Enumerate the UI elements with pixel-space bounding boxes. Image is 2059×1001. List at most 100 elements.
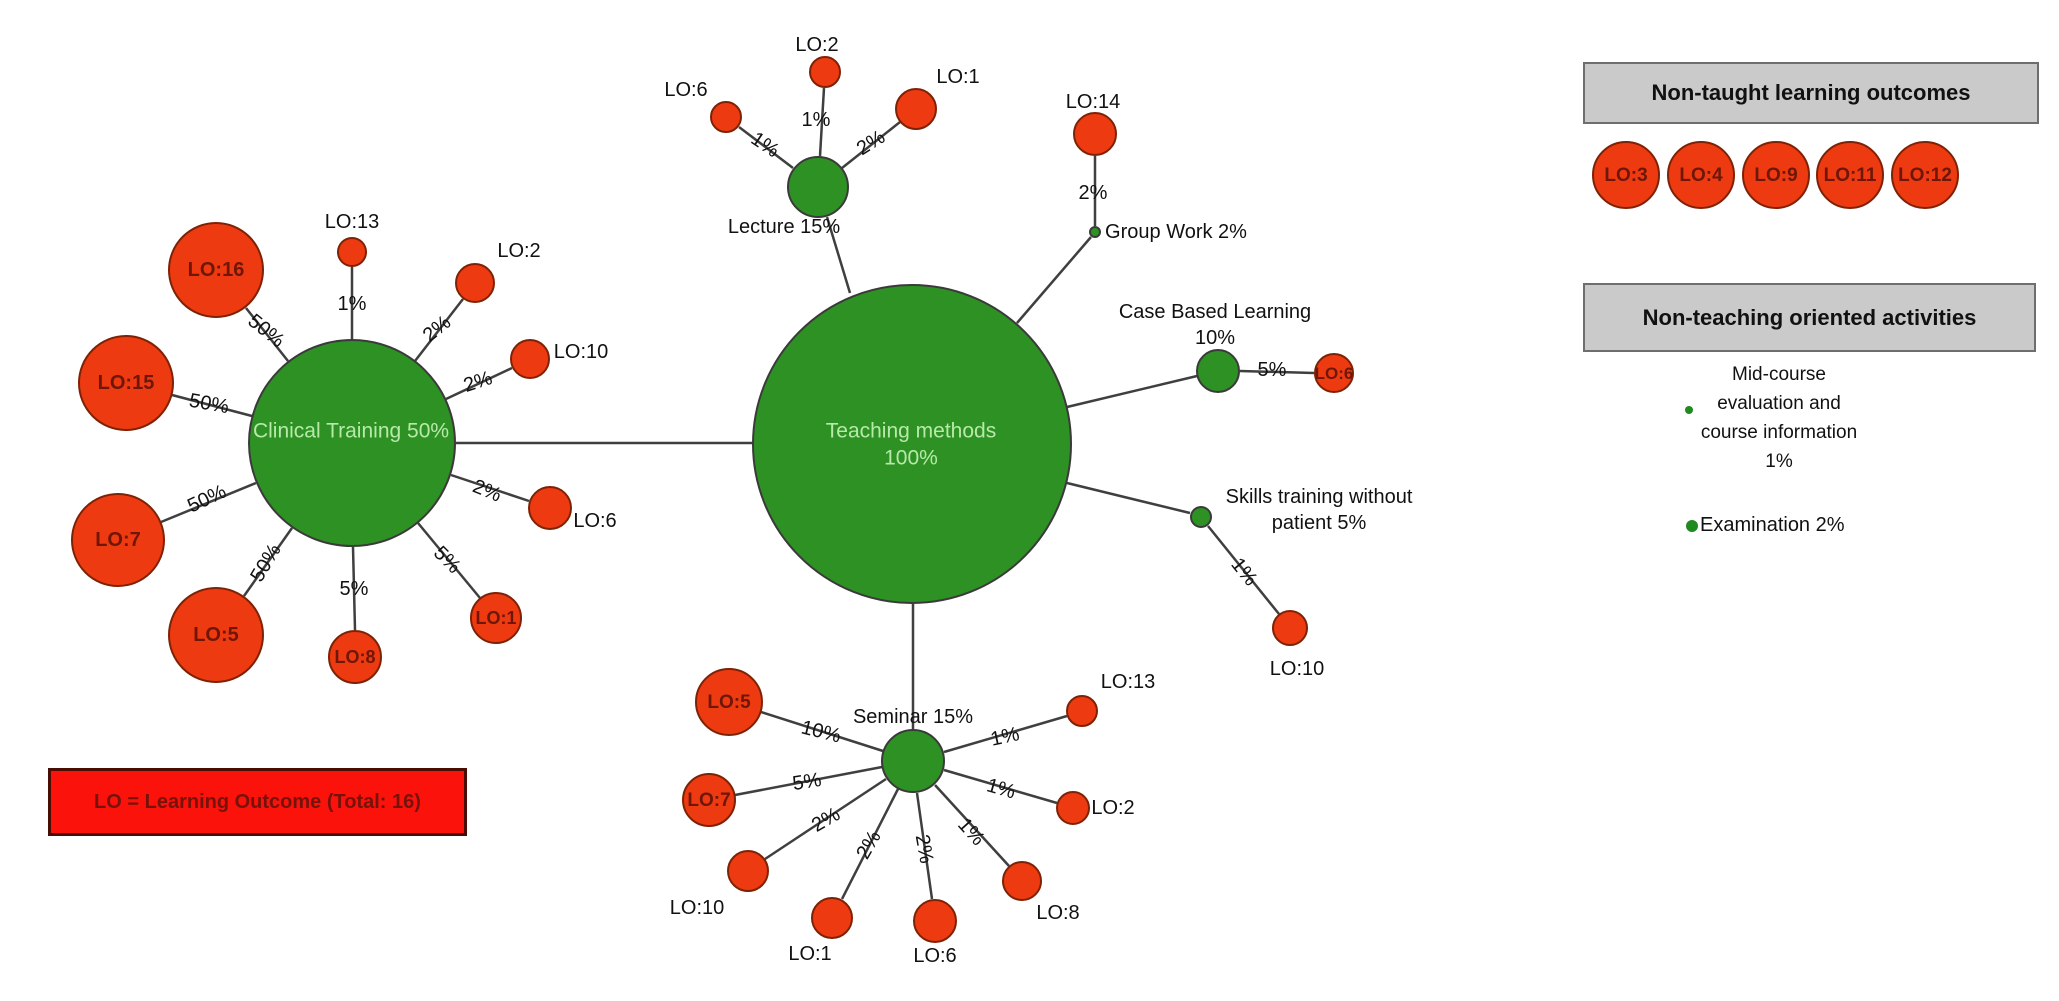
edge-line (1207, 525, 1280, 615)
edge-line (943, 768, 1058, 805)
node-seminar-lo6 (913, 899, 957, 943)
edge-line (1066, 374, 1198, 409)
edge-line (245, 307, 289, 362)
node-label-seminar-lo5: LO:5 (707, 691, 751, 713)
diagram-label: LO:14 (1065, 91, 1121, 113)
node-lecture-lo2 (809, 56, 841, 88)
node-clinical-lo1: LO:1 (470, 592, 522, 644)
node-label-legend-lo11: LO:11 (1823, 164, 1877, 186)
diagram-label: 5% (791, 768, 823, 796)
edge-line (242, 527, 294, 597)
diagram-label: LO:10 (669, 897, 725, 919)
diagram-label: LO:1 (788, 943, 832, 965)
node-seminar-lo5: LO:5 (695, 668, 763, 736)
node-label-legend-lo4: LO:4 (1679, 164, 1723, 186)
node-seminar (881, 729, 945, 793)
legend-item-midcourse: Mid-course evaluation and course informa… (1700, 364, 1858, 472)
node-legend-lo3: LO:3 (1592, 141, 1660, 209)
examination-dot-icon (1686, 520, 1698, 532)
diagram-label: 5% (339, 578, 369, 600)
edge-line (417, 522, 481, 599)
diagram-label: Case Based Learning 10% (1118, 301, 1312, 349)
edge-line (450, 473, 530, 503)
diagram-label: LO:2 (795, 34, 839, 56)
node-case-based-learning (1196, 349, 1240, 393)
edge-line (445, 366, 513, 401)
edge-line (414, 298, 464, 362)
diagram-label: LO:10 (1269, 658, 1325, 680)
node-label-clinical-lo16: LO:16 (187, 259, 245, 281)
edge-line (1239, 369, 1315, 375)
edge-line (738, 126, 794, 169)
node-clinical-lo8: LO:8 (328, 630, 382, 684)
legend-activities-title: Non-teaching oriented activities (1642, 304, 1977, 330)
diagram-label: Lecture 15% (727, 216, 841, 238)
diagram-label: LO:6 (664, 79, 708, 101)
footnote-text: LO = Learning Outcome (Total: 16) (94, 790, 421, 813)
diagram-label: LO:6 (573, 510, 617, 532)
edge-line (160, 481, 257, 524)
diagram-label: Seminar 15% (852, 706, 974, 728)
node-clinical-lo16: LO:16 (168, 222, 264, 318)
diagram-label: LO:2 (497, 240, 541, 262)
node-seminar-lo10 (727, 850, 769, 892)
node-clinical-lo5: LO:5 (168, 587, 264, 683)
diagram-label: Skills training without patient 5% (1225, 486, 1413, 534)
diagram-label: Group Work 2% (1105, 221, 1247, 243)
legend-non-taught-box: Non-taught learning outcomes (1583, 62, 2039, 124)
node-lecture-lo6 (710, 101, 742, 133)
node-label-clinical-lo7: LO:7 (95, 529, 141, 551)
node-legend-lo4: LO:4 (1667, 141, 1735, 209)
node-clinical-lo15: LO:15 (78, 335, 174, 431)
edge-line (841, 121, 901, 169)
edge-line (840, 788, 900, 900)
diagram-label: LO:8 (1036, 902, 1080, 924)
diagram-label: LO:10 (553, 341, 609, 363)
diagram-label: 5% (1257, 359, 1287, 381)
diagram-label: 1% (801, 109, 831, 131)
legend-non-taught-title: Non-taught learning outcomes (1651, 80, 1971, 105)
node-seminar-lo7: LO:7 (682, 773, 736, 827)
node-lecture (787, 156, 849, 218)
diagram-label: Teaching methods 100% (825, 419, 997, 470)
diagram-label: 2% (1078, 182, 1108, 204)
node-skills-lo10 (1272, 610, 1308, 646)
node-clinical-lo7: LO:7 (71, 493, 165, 587)
node-lecture-lo1 (895, 88, 937, 130)
node-clinical-lo13 (337, 237, 367, 267)
node-label-legend-lo12: LO:12 (1898, 164, 1952, 186)
node-label-seminar-lo7: LO:7 (687, 789, 731, 811)
edge-line (818, 87, 826, 157)
node-case-lo6: LO:6 (1314, 353, 1354, 393)
node-clinical-lo2 (455, 263, 495, 303)
diagram-label: LO:6 (913, 945, 957, 967)
node-seminar-lo2 (1056, 791, 1090, 825)
edge-line (1066, 481, 1191, 515)
diagram-label: LO:13 (324, 211, 380, 233)
node-label-clinical-lo1: LO:1 (475, 608, 517, 628)
node-label-legend-lo9: LO:9 (1754, 164, 1798, 186)
node-legend-lo12: LO:12 (1891, 141, 1959, 209)
diagram-label: LO:2 (1091, 797, 1135, 819)
node-teaching-methods (752, 284, 1072, 604)
edge-line (825, 216, 852, 294)
node-clinical-training (248, 339, 456, 547)
diagram-label: 2% (910, 832, 938, 866)
edge-line (760, 710, 884, 753)
diagram-label: 1% (337, 293, 367, 315)
edge-line (1016, 236, 1092, 324)
edge-line (171, 393, 253, 418)
midcourse-dot-icon (1685, 406, 1693, 414)
edge-line (734, 765, 883, 797)
node-clinical-lo10 (510, 339, 550, 379)
node-label-clinical-lo5: LO:5 (193, 624, 239, 646)
node-legend-lo11: LO:11 (1816, 141, 1884, 209)
diagram-label: LO:1 (936, 66, 980, 88)
node-label-case-lo6: LO:6 (1314, 363, 1354, 383)
node-label-clinical-lo15: LO:15 (97, 372, 155, 394)
node-label-clinical-lo8: LO:8 (334, 647, 376, 667)
node-seminar-lo13 (1066, 695, 1098, 727)
node-group-work (1089, 226, 1101, 238)
